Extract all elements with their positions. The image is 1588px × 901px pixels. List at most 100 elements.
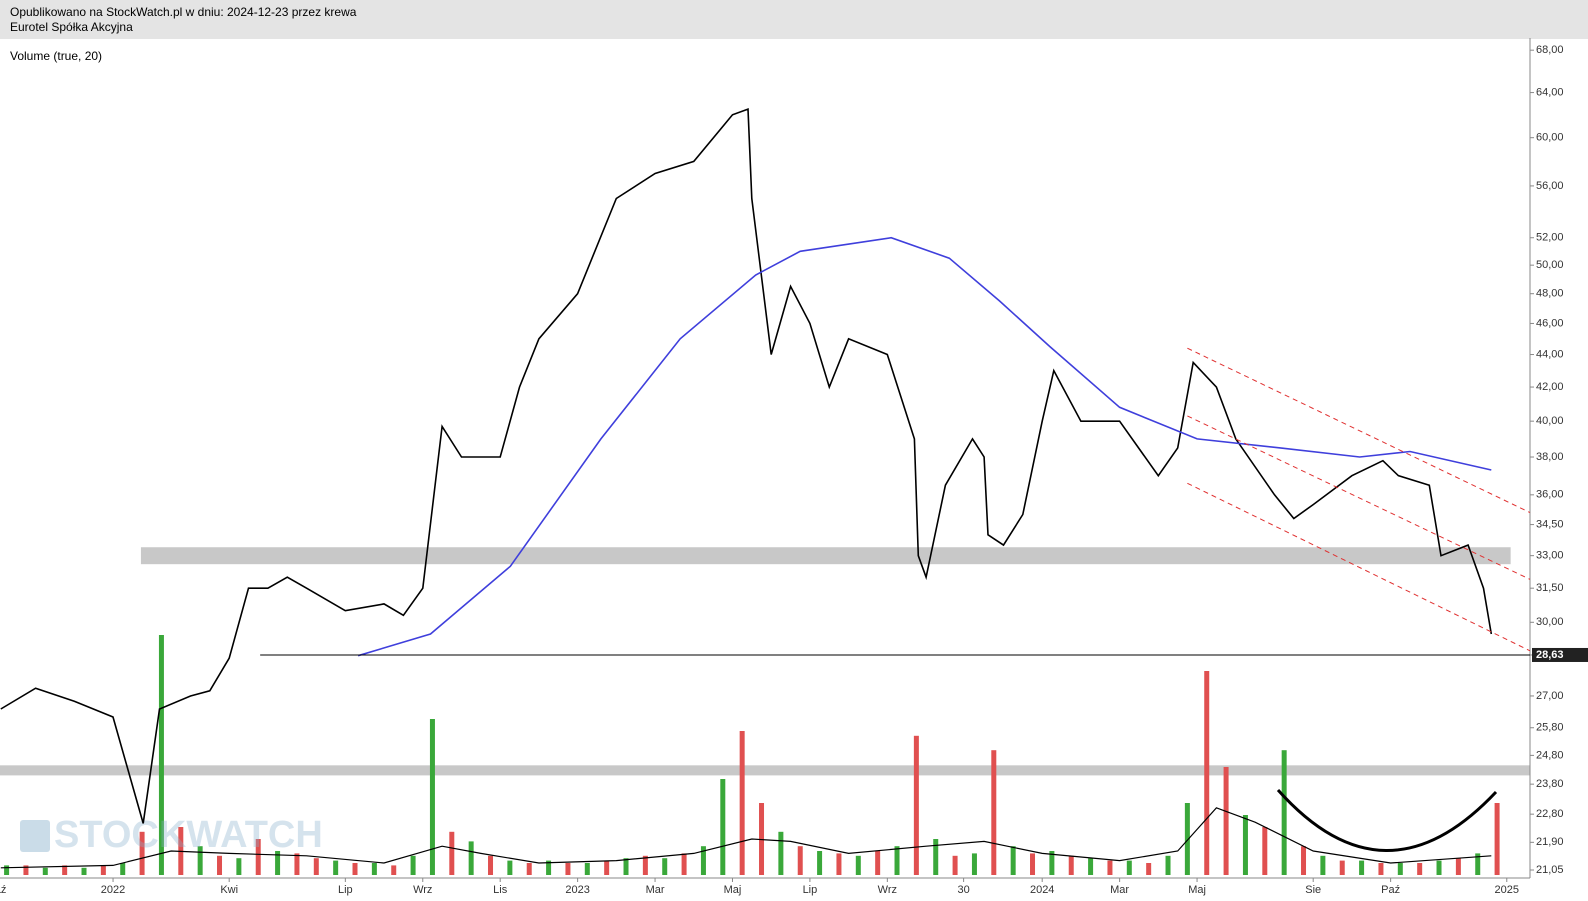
volume-bar: [391, 865, 397, 875]
volume-bar: [1068, 855, 1074, 875]
volume-bar: [546, 860, 552, 875]
y-tick-label: 42,00: [1536, 381, 1564, 393]
y-tick-label: 40,00: [1536, 415, 1564, 427]
y-tick-label: 24,80: [1536, 749, 1564, 761]
x-tick-label: Paź: [0, 884, 6, 896]
y-tick-label: 21,90: [1536, 836, 1564, 848]
volume-bar: [352, 863, 358, 875]
y-tick-label: 48,00: [1536, 288, 1564, 300]
volume-bar: [681, 853, 687, 875]
y-tick-label: 30,00: [1536, 616, 1564, 628]
volume-bar: [1397, 863, 1403, 875]
volume-bar: [1320, 855, 1326, 875]
volume-bar: [720, 779, 726, 875]
x-tick-label: Wrz: [878, 884, 897, 896]
x-tick-label: 2022: [101, 884, 125, 896]
publish-info: Opublikowano na StockWatch.pl w dniu: 20…: [10, 5, 357, 19]
x-tick-label: Maj: [1188, 884, 1206, 896]
volume-bar: [817, 851, 823, 875]
volume-bar: [120, 863, 126, 875]
volume-bar: [23, 865, 29, 875]
volume-bar: [971, 853, 977, 875]
volume-bar: [1494, 803, 1500, 875]
volume-bar: [991, 750, 997, 875]
x-tick-label: 2024: [1030, 884, 1054, 896]
volume-bar: [197, 846, 203, 875]
x-tick-label: Sie: [1305, 884, 1321, 896]
volume-bar: [855, 855, 861, 875]
volume-bar: [1417, 863, 1423, 875]
volume-bar: [1475, 853, 1481, 875]
y-tick-label: 60,00: [1536, 132, 1564, 144]
y-tick-label: 33,00: [1536, 550, 1564, 562]
volume-bar: [1339, 860, 1345, 875]
y-tick-label: 68,00: [1536, 44, 1564, 56]
watermark: STOCKWATCH: [54, 814, 323, 856]
y-tick-label: 64,00: [1536, 86, 1564, 98]
volume-bar: [1378, 863, 1384, 875]
x-tick-label: Kwi: [220, 884, 238, 896]
volume-bar: [449, 831, 455, 875]
price-marker: [1532, 647, 1588, 662]
watermark-logo: STOCKWATCH: [20, 814, 323, 856]
volume-bar: [739, 731, 745, 875]
volume-bar: [1301, 846, 1307, 875]
volume-bar: [1262, 827, 1268, 875]
volume-bar: [1223, 767, 1229, 875]
series-line: [0, 107, 1493, 824]
volume-bar: [1030, 853, 1036, 875]
volume-bar: [565, 863, 571, 875]
volume-bar: [4, 865, 10, 875]
volume-bar: [236, 858, 242, 875]
x-tick-label: 2025: [1495, 884, 1519, 896]
volume-bar: [894, 846, 900, 875]
x-tick-label: Wrz: [413, 884, 432, 896]
x-tick-label: 30: [957, 884, 969, 896]
volume-bar: [139, 831, 145, 875]
volume-bar: [468, 841, 474, 875]
trendline: [1187, 415, 1531, 580]
volume-bar: [1146, 863, 1152, 875]
volume-bar: [642, 855, 648, 875]
volume-bar: [158, 635, 164, 875]
y-tick-label: 46,00: [1536, 317, 1564, 329]
x-tick-label: Mar: [646, 884, 665, 896]
y-tick-label: 50,00: [1536, 259, 1564, 271]
volume-bar: [81, 867, 87, 875]
volume-bar: [507, 860, 513, 875]
y-tick-label: 22,80: [1536, 808, 1564, 820]
y-tick-label: 28,63: [1536, 649, 1564, 661]
y-tick-label: 44,00: [1536, 348, 1564, 360]
y-tick-label: 21,05: [1536, 864, 1564, 876]
y-tick-label: 38,00: [1536, 451, 1564, 463]
volume-bar: [1359, 860, 1365, 875]
volume-bar: [275, 851, 281, 875]
volume-bar: [700, 846, 706, 875]
volume-bar: [410, 855, 416, 875]
x-tick-label: Maj: [724, 884, 742, 896]
y-tick-label: 52,00: [1536, 232, 1564, 244]
volume-bar: [1049, 851, 1055, 875]
background-layer: [0, 547, 1530, 875]
trendline: [1187, 482, 1531, 652]
x-tick-label: 2023: [565, 884, 589, 896]
volume-bar: [584, 863, 590, 875]
volume-bar: [913, 735, 919, 875]
volume-bar: [100, 865, 106, 875]
x-tick-label: Mar: [1110, 884, 1129, 896]
header: Opublikowano na StockWatch.pl w dniu: 20…: [0, 0, 1588, 39]
volume-bar: [952, 855, 958, 875]
volume-bar: [778, 831, 784, 875]
volume-bar: [1281, 750, 1287, 875]
y-tick-label: 25,80: [1536, 722, 1564, 734]
logo-box: [20, 820, 50, 852]
volume-bar: [1088, 858, 1094, 875]
volume-bar: [604, 860, 610, 875]
y-tick-label: 23,80: [1536, 778, 1564, 790]
volume-bar: [1184, 803, 1190, 875]
y-tick-label: 36,00: [1536, 489, 1564, 501]
volume-bar: [836, 853, 842, 875]
x-tick-label: Lip: [338, 884, 353, 896]
y-tick-label: 56,00: [1536, 180, 1564, 192]
y-tick-label: 31,50: [1536, 582, 1564, 594]
